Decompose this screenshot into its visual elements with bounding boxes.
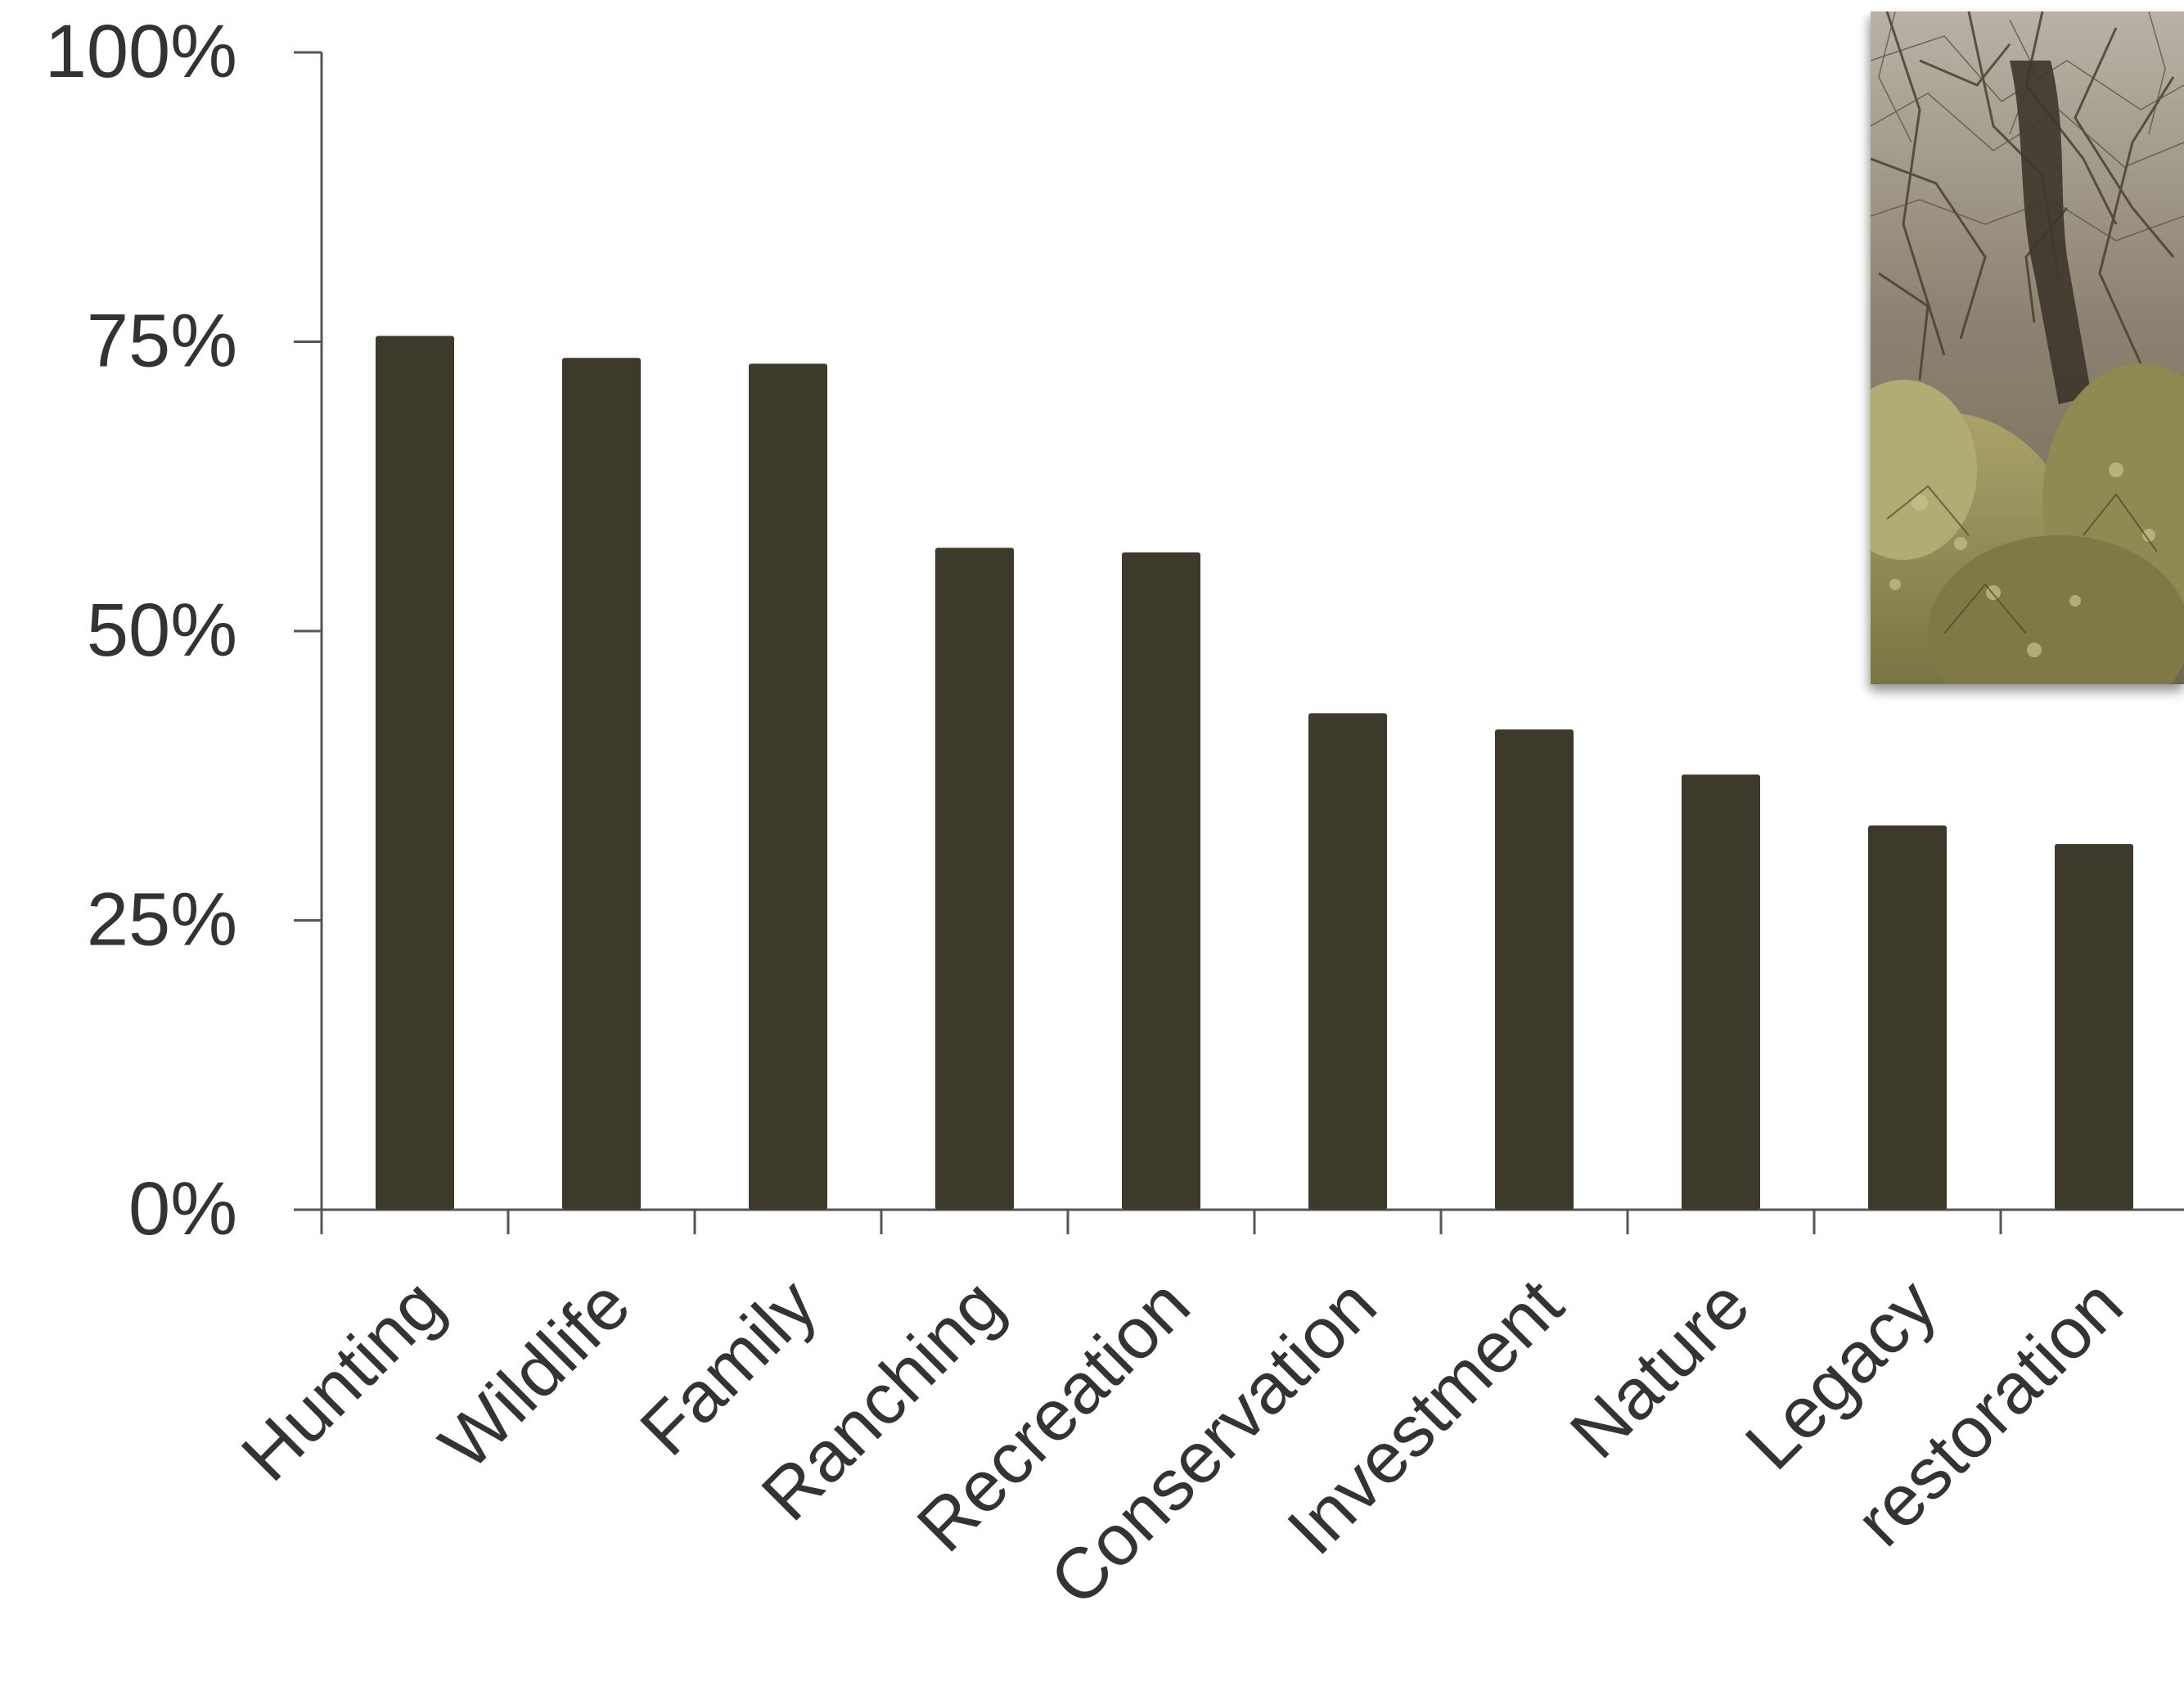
- bar-restoration: [2055, 844, 2133, 1210]
- y-tick-label: 100%: [45, 10, 237, 93]
- y-tick-label: 25%: [87, 878, 237, 962]
- bar-legacy: [1868, 825, 1947, 1210]
- bars: [376, 336, 2133, 1211]
- x-tick-labels: HuntingWildlifeFamilyRanchingRecreationC…: [226, 1263, 2137, 1621]
- bar-recreation: [1122, 552, 1200, 1210]
- thorny-shrubland-photo: [1871, 11, 2184, 684]
- bar-investment: [1495, 729, 1574, 1210]
- x-tick-label: Hunting: [226, 1263, 458, 1495]
- bar-wildlife: [562, 358, 641, 1210]
- y-axis: 0% 25% 50% 75% 100%: [45, 10, 323, 1251]
- y-tick-label: 75%: [87, 300, 237, 383]
- x-axis: [294, 1208, 2184, 1234]
- x-tick-label: Wildlife: [424, 1263, 646, 1485]
- bar-nature: [1682, 774, 1760, 1210]
- bar-conservation: [1308, 713, 1387, 1210]
- y-tick-label: 0%: [128, 1167, 237, 1251]
- x-tick-label: Nature: [1555, 1263, 1765, 1473]
- x-tick-label: Conservation: [1034, 1263, 1392, 1621]
- bar-hunting: [376, 336, 454, 1211]
- bar-family: [749, 363, 827, 1211]
- y-tick-label: 50%: [87, 588, 237, 672]
- bar-ranching: [935, 548, 1014, 1210]
